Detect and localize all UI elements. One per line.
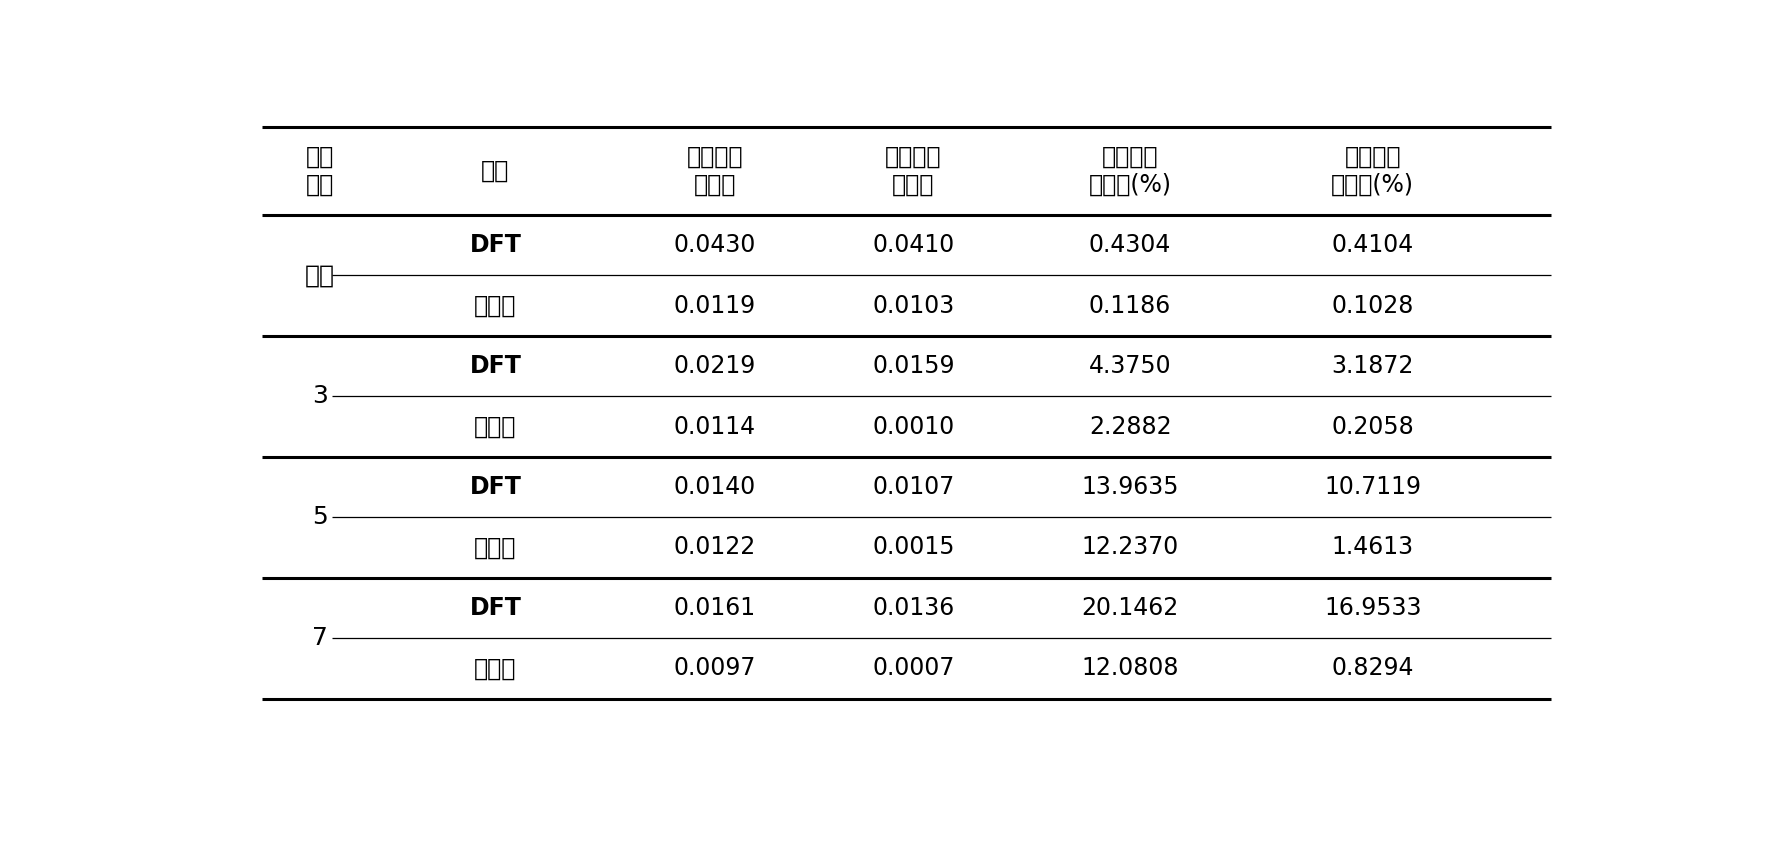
Text: 5: 5 [311,506,327,529]
Text: 13.9635: 13.9635 [1081,475,1178,499]
Text: 0.0430: 0.0430 [674,233,755,257]
Text: 0.8294: 0.8294 [1332,657,1413,680]
Text: 0.1186: 0.1186 [1090,294,1171,317]
Text: 0.1028: 0.1028 [1332,294,1413,317]
Text: DFT: DFT [469,596,522,619]
Text: 0.0007: 0.0007 [872,657,955,680]
Text: 0.0015: 0.0015 [872,535,955,560]
Text: 相对误差
最大值(%): 相对误差 最大值(%) [1088,145,1171,197]
Text: 本发明: 本发明 [474,294,517,317]
Text: 1.4613: 1.4613 [1332,535,1413,560]
Text: 10.7119: 10.7119 [1325,475,1421,499]
Text: 0.0107: 0.0107 [872,475,955,499]
Text: 2.2882: 2.2882 [1088,414,1171,439]
Text: 0.0410: 0.0410 [872,233,955,257]
Text: 0.0122: 0.0122 [674,535,755,560]
Text: 0.2058: 0.2058 [1332,414,1413,439]
Text: 3.1872: 3.1872 [1332,354,1413,378]
Text: 相对误差
平均值(%): 相对误差 平均值(%) [1332,145,1413,197]
Text: DFT: DFT [469,233,522,257]
Text: 0.0097: 0.0097 [674,657,755,680]
Text: 4.3750: 4.3750 [1088,354,1171,378]
Text: 算法: 算法 [481,160,509,183]
Text: 谐波
次数: 谐波 次数 [306,145,334,197]
Text: 本发明: 本发明 [474,414,517,439]
Text: 0.0114: 0.0114 [674,414,755,439]
Text: 0.4304: 0.4304 [1090,233,1171,257]
Text: 0.0119: 0.0119 [674,294,755,317]
Text: DFT: DFT [469,475,522,499]
Text: 0.0136: 0.0136 [872,596,955,619]
Text: DFT: DFT [469,354,522,378]
Text: 绝对误差
最大值: 绝对误差 最大值 [686,145,743,197]
Text: 0.4104: 0.4104 [1332,233,1413,257]
Text: 0.0010: 0.0010 [872,414,955,439]
Text: 20.1462: 20.1462 [1081,596,1178,619]
Text: 0.0103: 0.0103 [872,294,955,317]
Text: 0.0161: 0.0161 [674,596,755,619]
Text: 基波: 基波 [304,263,334,288]
Text: 16.9533: 16.9533 [1323,596,1422,619]
Text: 本发明: 本发明 [474,657,517,680]
Text: 0.0140: 0.0140 [674,475,755,499]
Text: 本发明: 本发明 [474,535,517,560]
Text: 12.2370: 12.2370 [1081,535,1178,560]
Text: 0.0159: 0.0159 [872,354,955,378]
Text: 绝对误差
平均值: 绝对误差 平均值 [884,145,941,197]
Text: 0.0219: 0.0219 [674,354,755,378]
Text: 3: 3 [311,384,327,408]
Text: 7: 7 [311,626,327,650]
Text: 12.0808: 12.0808 [1081,657,1178,680]
